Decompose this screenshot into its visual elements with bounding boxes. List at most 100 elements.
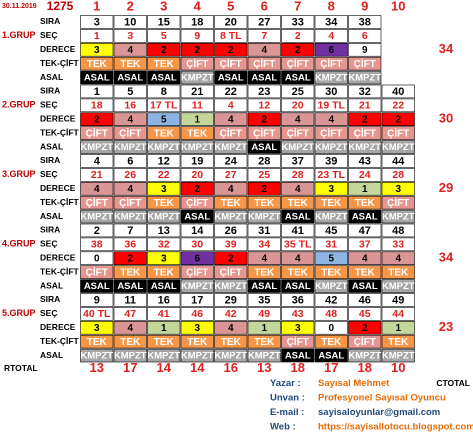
sira-cell: 30 — [325, 86, 337, 98]
derece-cell: 2 — [194, 184, 200, 195]
row-label: ASAL — [40, 141, 63, 151]
derece-cell: 3 — [94, 45, 100, 56]
cell — [214, 334, 248, 349]
cell — [381, 126, 415, 140]
rtotal-value: 10 — [391, 360, 405, 375]
row-label: TEK-ÇİFT — [40, 336, 80, 346]
rtotal-value: 18 — [291, 360, 305, 375]
column-number: 5 — [227, 0, 234, 13]
cell — [214, 293, 248, 307]
cell — [80, 348, 114, 363]
sec-cell: 23 TL — [318, 169, 346, 181]
asal-cell: ASAL — [84, 73, 110, 84]
asal-cell: KMPZT — [147, 351, 180, 362]
sec-cell: 32 — [158, 239, 170, 251]
cell — [180, 182, 214, 196]
sira-cell: 2 — [94, 225, 100, 237]
cell — [348, 56, 382, 71]
tek_cift-cell: TEK — [288, 267, 309, 278]
tek_cift-cell: TEK — [221, 198, 242, 209]
cell — [348, 15, 382, 29]
tek_cift-cell: ÇİFT — [220, 57, 242, 70]
cell — [247, 195, 281, 210]
row-label: ASAL — [40, 350, 63, 360]
sec-cell: 8 TL — [220, 30, 242, 42]
group-total: 23 — [439, 319, 453, 334]
sira-cell: 36 — [292, 294, 304, 306]
cell — [348, 265, 382, 279]
asal-cell: KMPZT — [348, 73, 381, 84]
cell — [113, 182, 147, 196]
cell — [281, 140, 315, 154]
asal-cell: KMPZT — [80, 142, 113, 153]
tek_cift-cell: ÇİFT — [86, 265, 108, 278]
derece-cell: 4 — [127, 323, 133, 334]
cell — [281, 29, 315, 43]
cell — [348, 307, 382, 321]
derece-cell: 1 — [261, 323, 267, 334]
row-label: SEÇ — [40, 169, 57, 179]
cell — [247, 42, 281, 57]
column-number: 8 — [328, 0, 335, 13]
cell — [113, 15, 147, 29]
sec-cell: 7 — [261, 30, 267, 42]
cell — [247, 320, 281, 335]
row-label: TEK-ÇİFT — [40, 58, 80, 68]
cell — [80, 307, 114, 321]
cell — [214, 251, 248, 266]
tek_cift-cell: ÇİFT — [253, 57, 275, 70]
cell — [348, 182, 382, 196]
cell — [348, 209, 382, 224]
sira-cell: 14 — [191, 225, 204, 237]
cell — [281, 223, 315, 238]
tek_cift-cell: TEK — [154, 59, 175, 70]
derece-cell: 2 — [127, 253, 133, 264]
tek_cift-cell: TEK — [154, 128, 175, 139]
group-label: 5.GRUP — [2, 308, 36, 318]
cell — [247, 112, 281, 127]
cell — [348, 42, 382, 57]
footer-value: Profesyonel Sayısal Oyuncu — [318, 393, 446, 404]
tek_cift-cell: ÇİFT — [387, 126, 409, 139]
asal-cell: KMPZT — [248, 212, 281, 223]
code: 1275 — [47, 0, 74, 13]
cell — [247, 251, 281, 266]
cell — [381, 265, 415, 279]
cell — [281, 293, 315, 307]
asal-cell: KMPZT — [147, 212, 180, 223]
cell — [113, 140, 147, 154]
cell — [80, 320, 114, 335]
cell — [180, 98, 214, 113]
sec-cell: 22 — [392, 100, 404, 112]
sec-cell: 12 — [258, 100, 270, 112]
cell — [214, 112, 248, 127]
cell — [113, 334, 147, 349]
tek_cift-cell: TEK — [355, 267, 376, 278]
sira-cell: 13 — [158, 225, 170, 237]
derece-cell: 3 — [395, 184, 401, 195]
cell — [281, 15, 315, 29]
cell — [214, 237, 248, 252]
cell — [147, 293, 181, 307]
cell — [247, 84, 281, 99]
group-label: 2.GRUP — [2, 100, 36, 110]
cell — [381, 348, 415, 363]
derece-cell: 4 — [228, 114, 234, 125]
derece-cell: 4 — [395, 253, 401, 264]
asal-cell: KMPZT — [214, 212, 247, 223]
row-label: DERECE — [40, 253, 76, 263]
sira-cell: 37 — [292, 155, 304, 167]
derece-cell: 4 — [295, 253, 301, 264]
cell — [381, 279, 415, 293]
column-number: 1 — [93, 0, 100, 13]
cell — [180, 154, 214, 168]
cell — [247, 140, 281, 154]
tek_cift-cell: TEK — [221, 337, 242, 348]
cell — [281, 154, 315, 168]
ctotal-label: CTOTAL — [436, 378, 470, 388]
asal-cell: ASAL — [117, 73, 143, 84]
cell — [314, 154, 348, 168]
cell — [180, 15, 214, 29]
cell — [381, 334, 415, 349]
